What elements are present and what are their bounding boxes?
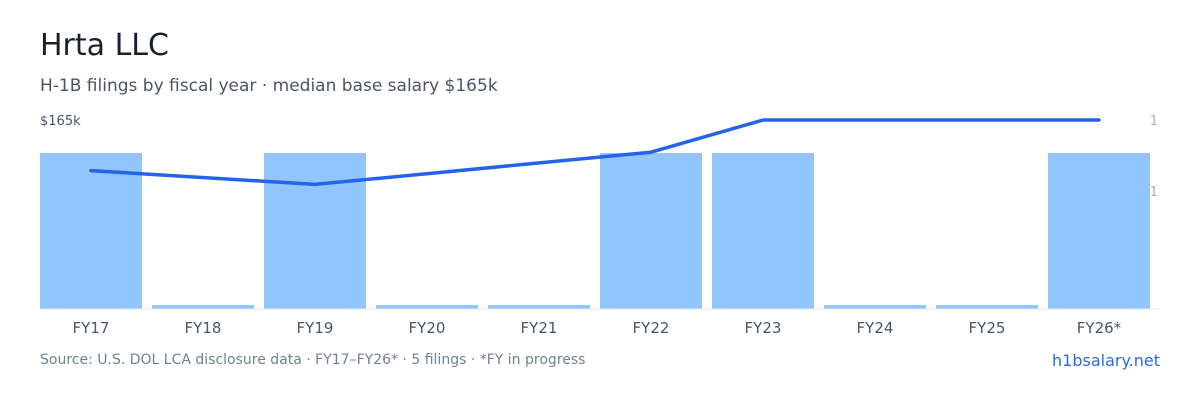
salary-line [89,118,1101,187]
bar-FY23[interactable] [712,153,814,309]
left-axis-tick-label: $165k [40,114,81,129]
bar-FY26[interactable] [1048,153,1150,309]
chart-subtitle: H-1B filings by fiscal year · median bas… [40,76,498,96]
bar-FY19[interactable] [264,153,366,309]
bar-FY17[interactable] [40,153,142,309]
bar-FY25[interactable] [936,305,1038,309]
brand-link[interactable]: h1bsalary.net [1052,351,1160,370]
right-axis-tick-label: 1 [1150,185,1158,200]
x-tick-label: FY26* [1077,319,1122,337]
x-tick-label: FY19 [297,319,334,337]
bar-FY20[interactable] [376,305,478,309]
x-tick-label: FY18 [185,319,222,337]
x-tick-label: FY20 [409,319,446,337]
source-note: Source: U.S. DOL LCA disclosure data · F… [40,352,586,368]
bar-FY24[interactable] [824,305,926,309]
bar-FY22[interactable] [600,153,702,309]
x-tick-label: FY23 [745,319,782,337]
x-tick-label: FY17 [73,319,110,337]
x-tick-label: FY24 [857,319,894,337]
x-tick-label: FY22 [633,319,670,337]
right-axis-tick-label: 1 [1150,114,1158,129]
chart-title: Hrta LLC [40,28,169,63]
x-tick-label: FY25 [969,319,1006,337]
bar-FY21[interactable] [488,305,590,309]
bar-FY18[interactable] [152,305,254,309]
x-tick-label: FY21 [521,319,558,337]
